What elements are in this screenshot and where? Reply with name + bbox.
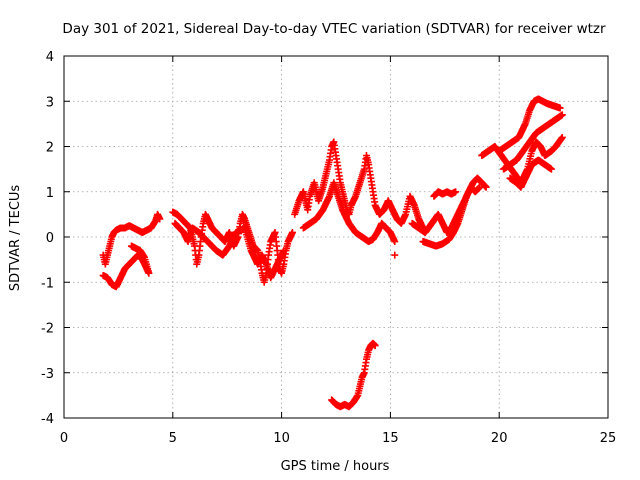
axis-ticks (63, 55, 609, 419)
data-points (99, 95, 566, 411)
data-point (556, 104, 564, 112)
x-tick-labels: 0 5 10 15 20 25 (60, 431, 616, 446)
series-segment-3 (169, 208, 296, 286)
series-segment-14 (500, 111, 566, 173)
data-point (476, 183, 484, 191)
series-segment-4 (171, 219, 288, 282)
y-axis-label: SDTVAR / TECUs (8, 185, 23, 292)
series-segment-10 (419, 183, 484, 250)
series-segment-5 (291, 138, 427, 232)
data-point (547, 165, 555, 173)
data-point (558, 133, 566, 141)
data-point (156, 215, 164, 223)
data-point (371, 342, 379, 350)
series-segment-9 (408, 174, 490, 236)
y-tick-labels: -4 -3 -2 -1 0 1 2 3 4 (41, 50, 54, 427)
series-segment-1 (99, 210, 164, 268)
y-tick-label: -3 (41, 367, 54, 382)
y-tick-label: 0 (46, 231, 54, 246)
y-tick-label: 4 (46, 50, 54, 65)
data-point (452, 188, 460, 196)
x-axis-label: GPS time / hours (281, 459, 390, 474)
y-tick-label: 3 (46, 95, 54, 110)
data-point (391, 251, 399, 259)
data-point (127, 242, 135, 250)
data-point (558, 111, 566, 119)
x-tick-label: 0 (60, 431, 68, 446)
data-point (288, 228, 296, 236)
y-tick-label: -1 (41, 276, 54, 291)
x-tick-label: 5 (169, 431, 177, 446)
x-tick-label: 10 (273, 431, 290, 446)
grid (64, 56, 608, 418)
y-tick-label: 1 (46, 186, 54, 201)
x-tick-label: 20 (491, 431, 508, 446)
data-point (391, 238, 399, 246)
chart-title: Day 301 of 2021, Sidereal Day-to-day VTE… (62, 21, 606, 37)
series-segment-7 (328, 339, 379, 411)
series-segment-6 (299, 179, 399, 246)
series-segment-8 (391, 251, 399, 259)
y-tick-label: -2 (41, 322, 54, 337)
series-segment-15 (506, 156, 555, 191)
x-tick-label: 15 (382, 431, 399, 446)
series-segment-11 (430, 188, 460, 200)
y-tick-label: -4 (41, 412, 54, 427)
x-tick-label: 25 (600, 431, 617, 446)
data-point (280, 247, 288, 255)
series-segment-13 (495, 95, 564, 155)
data-point (482, 183, 490, 191)
y-tick-label: 2 (46, 141, 54, 156)
series-segment-2 (99, 242, 153, 291)
